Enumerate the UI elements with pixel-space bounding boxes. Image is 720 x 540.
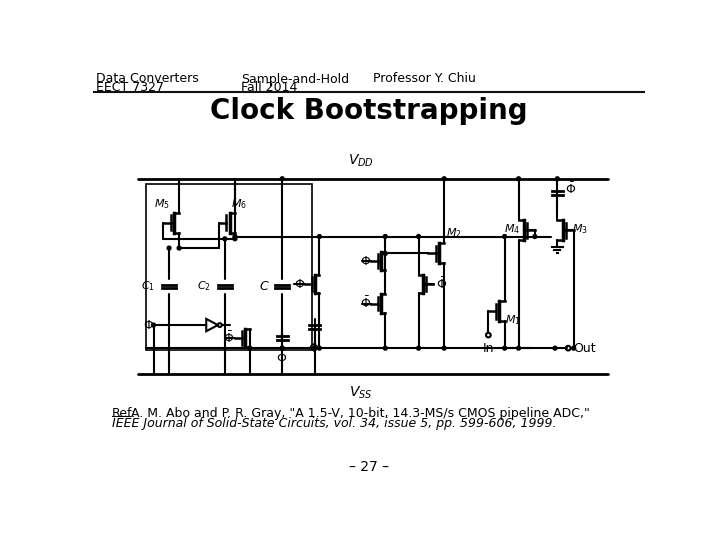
Circle shape — [177, 246, 181, 250]
Circle shape — [280, 346, 284, 350]
Circle shape — [383, 234, 387, 239]
Circle shape — [318, 346, 321, 350]
Text: IEEE Journal of Solid-State Circuits, vol. 34, issue 5, pp. 599-606, 1999.: IEEE Journal of Solid-State Circuits, vo… — [112, 417, 557, 430]
Circle shape — [152, 323, 156, 327]
Circle shape — [318, 234, 321, 239]
Text: EECT 7327: EECT 7327 — [96, 81, 164, 94]
Circle shape — [280, 346, 284, 350]
Circle shape — [383, 252, 387, 255]
Circle shape — [383, 346, 387, 350]
Text: Fall 2014: Fall 2014 — [241, 81, 297, 94]
Circle shape — [572, 346, 575, 350]
Text: – 27 –: – 27 – — [349, 460, 389, 474]
Circle shape — [533, 234, 537, 239]
Circle shape — [555, 177, 559, 181]
Text: $M_1$: $M_1$ — [505, 314, 521, 327]
Circle shape — [248, 346, 251, 350]
Text: $\Phi$: $\Phi$ — [308, 342, 320, 355]
Text: $\Phi$: $\Phi$ — [143, 319, 154, 332]
Circle shape — [442, 177, 446, 181]
Text: $M_6$: $M_6$ — [231, 197, 247, 211]
Text: $M_3$: $M_3$ — [572, 222, 588, 235]
Text: $M_5$: $M_5$ — [153, 197, 169, 211]
Circle shape — [223, 237, 227, 241]
Bar — [145, 184, 312, 350]
Circle shape — [280, 177, 284, 181]
Text: Clock Bootstrapping: Clock Bootstrapping — [210, 97, 528, 125]
Text: Professor Y. Chiu: Professor Y. Chiu — [373, 72, 476, 85]
Text: $\bar{\Phi}$: $\bar{\Phi}$ — [436, 276, 447, 292]
Circle shape — [503, 346, 507, 350]
Text: $\bar{\Phi}$: $\bar{\Phi}$ — [360, 296, 371, 311]
Circle shape — [417, 346, 420, 350]
Circle shape — [312, 346, 317, 350]
Circle shape — [553, 346, 557, 350]
Text: A. M. Abo and P. R. Gray, "A 1.5-V, 10-bit, 14.3-MS/s CMOS pipeline ADC,": A. M. Abo and P. R. Gray, "A 1.5-V, 10-b… — [131, 408, 590, 421]
Circle shape — [442, 346, 446, 350]
Circle shape — [417, 234, 420, 239]
Text: $\Phi$: $\Phi$ — [360, 255, 371, 268]
Circle shape — [517, 177, 521, 181]
Text: Ref:: Ref: — [112, 408, 136, 421]
Text: $\Phi$: $\Phi$ — [276, 352, 287, 365]
Text: $\bar{\Phi}$: $\bar{\Phi}$ — [565, 181, 576, 197]
Text: $V_{DD}$: $V_{DD}$ — [348, 152, 374, 168]
Circle shape — [167, 246, 171, 250]
Text: $\bar{\Phi}$: $\bar{\Phi}$ — [223, 330, 235, 346]
Text: Sample-and-Hold: Sample-and-Hold — [241, 72, 349, 85]
Text: $M_2$: $M_2$ — [446, 226, 462, 240]
Text: $C_1$: $C_1$ — [141, 280, 155, 293]
Circle shape — [517, 346, 521, 350]
Text: In: In — [482, 342, 494, 355]
Text: $M_4$: $M_4$ — [504, 222, 520, 235]
Circle shape — [233, 237, 237, 241]
Text: Out: Out — [573, 342, 595, 355]
Text: Data Converters: Data Converters — [96, 72, 199, 85]
Text: $V_{SS}$: $V_{SS}$ — [349, 384, 373, 401]
Circle shape — [233, 234, 237, 239]
Text: $C_2$: $C_2$ — [197, 280, 211, 293]
Circle shape — [503, 234, 507, 239]
Text: $\Phi$: $\Phi$ — [294, 278, 305, 291]
Text: $C$: $C$ — [259, 280, 270, 293]
